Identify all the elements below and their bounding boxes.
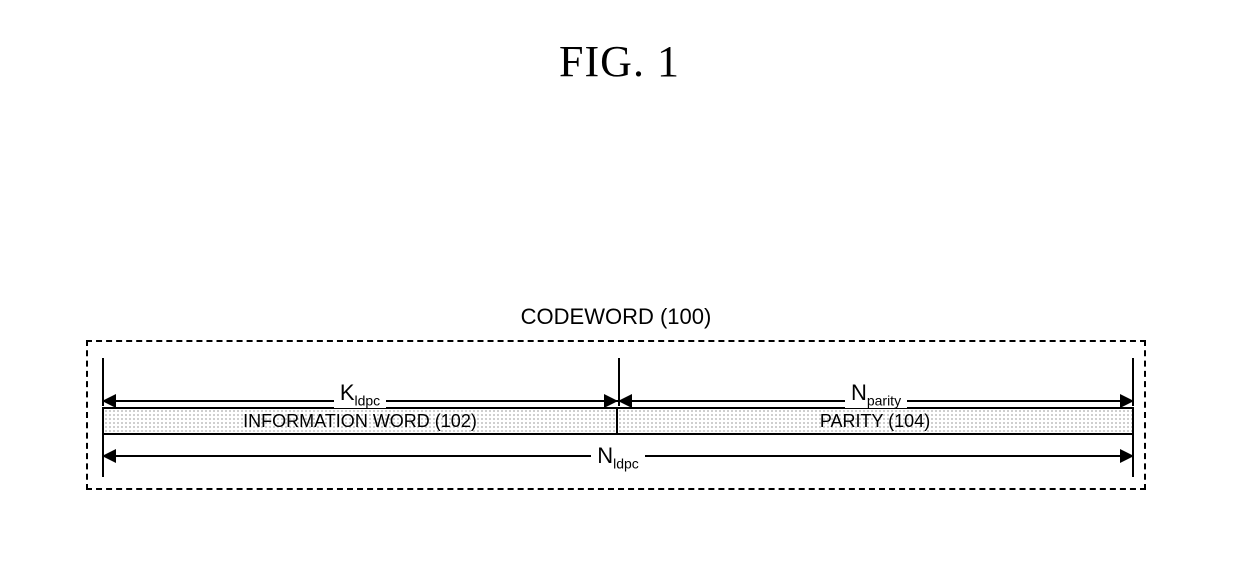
dim-k-ldpc: Kldpc: [102, 384, 618, 406]
figure-canvas: FIG. 1 CODEWORD (100) Kldpc Nparity: [0, 0, 1239, 582]
dim-n-parity: Nparity: [618, 384, 1134, 406]
dim-label-nparity: Nparity: [845, 380, 907, 408]
arrow-left-icon: [102, 394, 116, 408]
arrow-right-icon: [604, 394, 618, 408]
segment-label: INFORMATION WORD (102): [243, 411, 477, 431]
top-dimensions: Kldpc Nparity: [102, 364, 1134, 406]
segment-label: PARITY (104): [820, 411, 930, 431]
codeword-box: Kldpc Nparity INFORMATION WORD (102) PAR…: [86, 340, 1146, 490]
arrow-left-icon: [102, 449, 116, 463]
dim-symbol: N: [597, 443, 613, 468]
codeword-label: CODEWORD (100): [86, 304, 1146, 330]
segment-parity: PARITY (104): [618, 407, 1134, 435]
segment-information-word: INFORMATION WORD (102): [102, 407, 618, 435]
dim-symbol: K: [340, 380, 355, 405]
arrow-right-icon: [1120, 394, 1134, 408]
dim-subscript: parity: [867, 392, 901, 408]
arrow-right-icon: [1120, 449, 1134, 463]
dim-label-nldpc: Nldpc: [591, 443, 645, 471]
dim-subscript: ldpc: [613, 455, 639, 471]
codeword-bar: INFORMATION WORD (102) PARITY (104): [102, 407, 1134, 435]
bottom-dimension: Nldpc: [102, 435, 1134, 477]
dim-subscript: ldpc: [355, 392, 381, 408]
figure-title: FIG. 1: [0, 36, 1239, 87]
dim-label-k: Kldpc: [334, 380, 386, 408]
dim-symbol: N: [851, 380, 867, 405]
arrow-left-icon: [618, 394, 632, 408]
